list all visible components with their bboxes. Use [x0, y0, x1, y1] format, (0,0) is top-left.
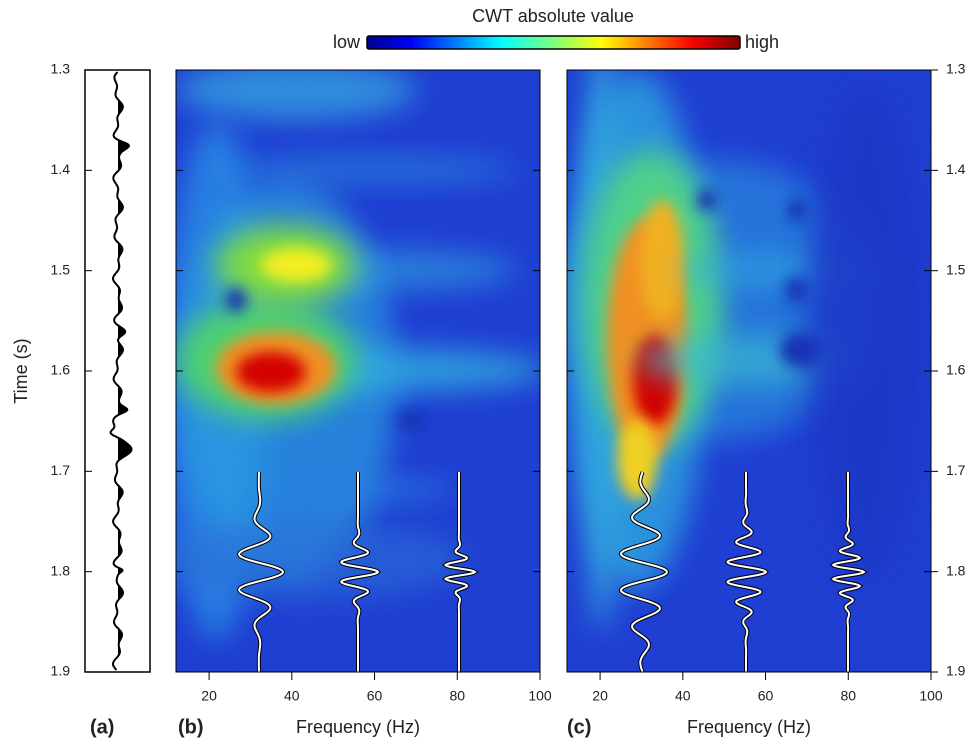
- heatmap-blob: [697, 190, 717, 210]
- heatmap-blob: [176, 70, 416, 120]
- panel-label: (c): [567, 716, 591, 738]
- heatmap-blob: [216, 156, 516, 184]
- heatmap-blob: [176, 520, 466, 600]
- heatmap-blob: [617, 420, 657, 500]
- heatmap-blob: [226, 288, 246, 312]
- trace-mask: [87, 72, 118, 670]
- y-tick-label: 1.8: [51, 562, 71, 578]
- panel-label: (b): [178, 716, 204, 738]
- x-tick-label: 80: [840, 688, 856, 704]
- y-tick-label: 1.9: [51, 663, 71, 679]
- y-tick-label: 1.5: [946, 261, 966, 277]
- colorbar-low: low: [333, 32, 361, 52]
- heatmap-blob: [254, 36, 274, 56]
- heatmap-blob: [261, 248, 331, 282]
- x-tick-label: 40: [284, 688, 300, 704]
- heatmap-c: [567, 70, 931, 672]
- panel-label: (a): [90, 716, 114, 738]
- trace: [87, 71, 133, 671]
- heatmap-blob: [640, 200, 684, 320]
- x-tick-label: 20: [592, 688, 608, 704]
- heatmap-blob: [396, 412, 426, 428]
- y-tick-label: 1.5: [51, 261, 71, 277]
- y-tick-label: 1.3: [51, 61, 71, 77]
- wavelet: [831, 472, 866, 672]
- y-tick-label: 1.4: [51, 161, 71, 177]
- x-axis-label: Frequency (Hz): [296, 717, 420, 737]
- colorbar: [366, 35, 741, 50]
- y-tick-label: 1.6: [51, 362, 71, 378]
- x-tick-label: 60: [758, 688, 774, 704]
- colorbar-title: CWT absolute value: [472, 6, 634, 26]
- x-tick-label: 20: [201, 688, 217, 704]
- wavelet: [619, 471, 669, 673]
- heatmap-blob: [807, 80, 927, 580]
- y-tick-label: 1.7: [946, 462, 966, 478]
- colorbar-high: high: [745, 32, 779, 52]
- wavelet: [726, 472, 768, 672]
- y-tick-label: 1.6: [946, 362, 966, 378]
- wavelet: [443, 472, 477, 672]
- x-tick-label: 80: [449, 688, 465, 704]
- x-tick-label: 100: [919, 688, 943, 704]
- y-axis-label: Time (s): [11, 338, 31, 403]
- heatmap-blob: [785, 278, 809, 302]
- heatmap-b: [176, 36, 540, 672]
- x-tick-label: 40: [675, 688, 691, 704]
- heatmap-blob: [236, 352, 306, 392]
- y-tick-label: 1.7: [51, 462, 71, 478]
- y-tick-label: 1.8: [946, 562, 966, 578]
- trace-line: [109, 71, 133, 671]
- y-tick-label: 1.3: [946, 61, 966, 77]
- y-tick-label: 1.9: [946, 663, 966, 679]
- y-tick-label: 1.4: [946, 161, 966, 177]
- wavelet: [238, 472, 285, 672]
- wavelets: [237, 471, 868, 673]
- x-axis-label: Frequency (Hz): [687, 717, 811, 737]
- heatmap-blob: [787, 200, 807, 220]
- wavelet: [339, 472, 380, 672]
- x-tick-label: 100: [528, 688, 552, 704]
- x-tick-label: 60: [367, 688, 383, 704]
